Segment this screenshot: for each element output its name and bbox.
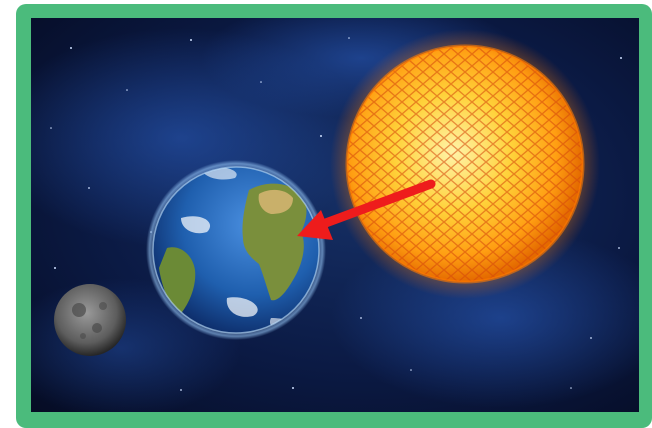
space-illustration [31, 18, 639, 412]
moon [54, 284, 126, 356]
earth [146, 160, 326, 340]
sun [330, 29, 600, 299]
earth-continents [159, 167, 307, 331]
space-scene [31, 18, 639, 412]
arrow-sun-to-earth [297, 179, 436, 240]
